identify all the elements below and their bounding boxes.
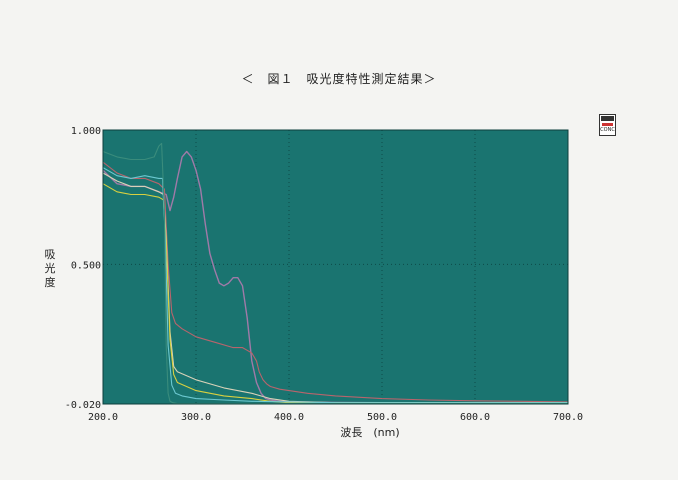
x-tick-label: 600.0 bbox=[460, 412, 490, 423]
chart-title: ＜ 図１ 吸光度特性測定結果＞ bbox=[241, 72, 437, 86]
y-tick-label: 0.500 bbox=[71, 260, 101, 271]
x-tick-label: 300.0 bbox=[181, 412, 211, 423]
conc-icon-indicator bbox=[602, 123, 613, 126]
y-axis-label: 吸光度 bbox=[44, 248, 56, 289]
plot-frame bbox=[102, 129, 569, 405]
conc-icon[interactable]: CONC bbox=[599, 114, 616, 136]
series-layer bbox=[102, 142, 569, 405]
y-axis: 1.000 0.500 -0.020 bbox=[65, 126, 101, 411]
x-axis-label: 波長 (nm) bbox=[340, 426, 400, 439]
x-tick-label: 700.0 bbox=[553, 412, 583, 423]
series-line-5 bbox=[102, 167, 568, 404]
x-tick-label: 400.0 bbox=[274, 412, 304, 423]
x-tick-label: 200.0 bbox=[88, 412, 118, 423]
grid bbox=[103, 130, 568, 404]
conc-icon-label: CONC bbox=[600, 127, 615, 133]
plot-area bbox=[103, 130, 568, 404]
series-line-6 bbox=[102, 142, 568, 405]
y-tick-label: 1.000 bbox=[71, 126, 101, 137]
conc-icon-bar bbox=[601, 116, 614, 121]
x-axis: 200.0 300.0 400.0 500.0 600.0 700.0 bbox=[88, 412, 583, 423]
x-tick-label: 500.0 bbox=[367, 412, 397, 423]
y-tick-label: -0.020 bbox=[65, 400, 101, 411]
